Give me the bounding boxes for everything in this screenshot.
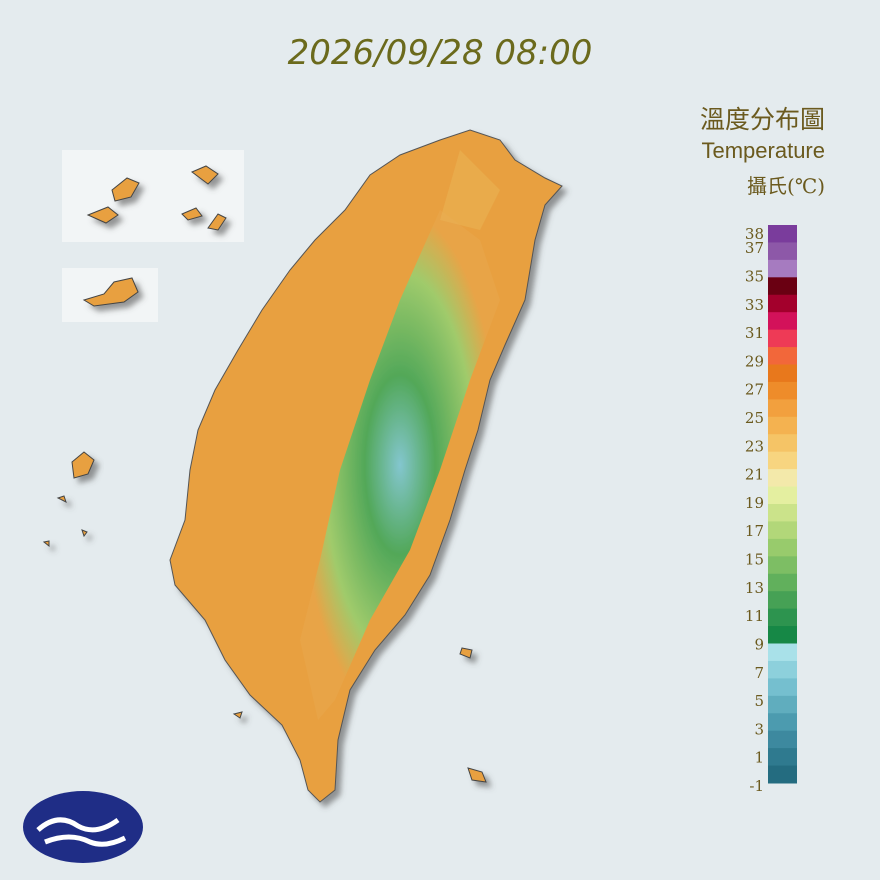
legend-tick-label: 33 xyxy=(745,296,764,314)
legend-tick-label: 21 xyxy=(745,466,764,484)
inset-boxes xyxy=(62,150,244,322)
legend-band xyxy=(768,242,797,261)
mountain-range xyxy=(300,210,500,720)
legend-band xyxy=(768,765,797,784)
legend-tick-label: 29 xyxy=(745,352,764,370)
logo-waves xyxy=(36,817,127,847)
legend-band xyxy=(768,695,797,714)
legend-band xyxy=(768,347,797,365)
legend-band xyxy=(768,399,797,418)
legend-band xyxy=(768,626,797,644)
legend-band xyxy=(768,591,797,610)
legend-band xyxy=(768,660,797,679)
island xyxy=(82,165,227,307)
legend-band xyxy=(768,713,797,732)
legend-tick-label: 5 xyxy=(754,692,764,710)
islet xyxy=(232,647,487,783)
legend-tick-label: 37 xyxy=(745,239,764,257)
legend-band xyxy=(768,521,797,540)
legend-tick-label: 9 xyxy=(754,635,764,653)
legend-tick-label: 15 xyxy=(745,551,764,569)
logo xyxy=(23,791,143,863)
legend-band xyxy=(768,486,797,505)
legend-tick-label: 1 xyxy=(754,749,764,767)
legend-band xyxy=(768,259,797,278)
legend-tick-label: 11 xyxy=(745,607,764,625)
legend-band xyxy=(768,434,797,453)
legend-band xyxy=(768,504,797,522)
taiwan xyxy=(169,129,563,803)
legend-band xyxy=(768,573,797,592)
legend-band xyxy=(768,556,797,575)
legend-band xyxy=(768,678,797,697)
legend-band xyxy=(768,312,797,331)
legend-band xyxy=(768,329,797,348)
legend-band xyxy=(768,608,797,627)
legend-tick-label: 23 xyxy=(745,437,764,455)
legend-tick-label: 35 xyxy=(745,267,764,285)
timestamp: 2026/09/28 08:00 xyxy=(288,33,593,73)
legend-subtitle: Temperature xyxy=(701,138,825,163)
legend-band xyxy=(768,730,797,749)
legend-band xyxy=(768,381,797,400)
legend-tick-label: 27 xyxy=(745,381,764,399)
legend-band xyxy=(768,416,797,435)
legend-band xyxy=(768,364,797,383)
legend-band xyxy=(768,538,797,557)
legend-tick-label: 25 xyxy=(745,409,764,427)
legend-title: 溫度分布圖 xyxy=(700,105,825,134)
legend-tick-label: 31 xyxy=(745,324,764,342)
legend-band xyxy=(768,469,797,488)
legend-tick-label: 38 xyxy=(745,225,764,243)
legend-band xyxy=(768,643,797,662)
penghu xyxy=(42,451,95,548)
legend-band xyxy=(768,451,797,470)
legend-tick-label: 19 xyxy=(745,494,764,512)
legend-band xyxy=(768,294,797,313)
legend-band xyxy=(768,225,797,243)
legend-tick-label: -1 xyxy=(749,777,764,795)
legend-band xyxy=(768,748,797,767)
terrain xyxy=(440,150,500,230)
legend-band xyxy=(768,277,797,296)
legend-unit: 攝氏(℃) xyxy=(747,174,825,198)
legend-tick-label: 7 xyxy=(754,664,764,682)
legend-tick-label: 3 xyxy=(754,720,764,738)
legend-tick-label: 13 xyxy=(745,579,764,597)
legend-tick-label: 17 xyxy=(745,522,764,540)
